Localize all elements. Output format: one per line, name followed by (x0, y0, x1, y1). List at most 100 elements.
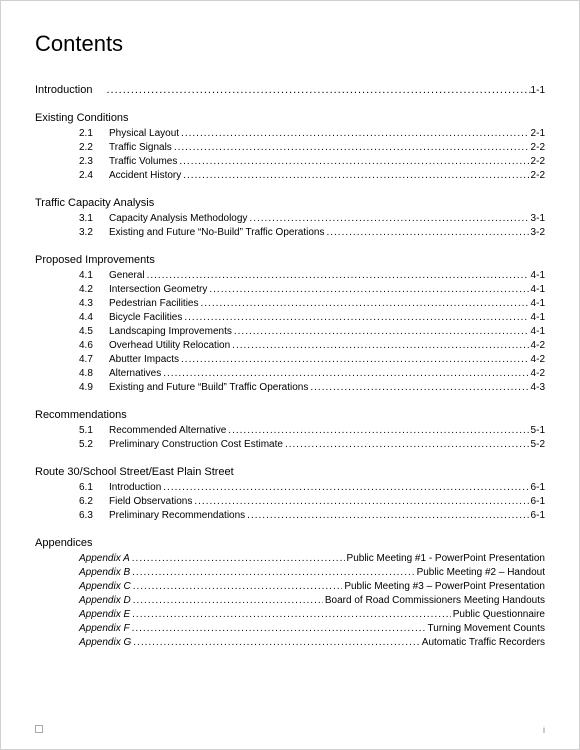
toc-page: 2-2 (531, 141, 545, 155)
toc-dots (183, 169, 528, 183)
toc-dots (133, 580, 343, 594)
toc-row: 2.3Traffic Volumes2-2 (35, 155, 545, 169)
appendix-desc: Public Meeting #1 - PowerPoint Presentat… (347, 552, 545, 566)
toc-number: 3.1 (79, 212, 109, 226)
toc-number: 4.5 (79, 325, 109, 339)
toc-number: 4.6 (79, 339, 109, 353)
appendix-row: Appendix F Turning Movement Counts (79, 622, 545, 636)
toc-row: 2.2Traffic Signals 2-2 (35, 141, 545, 155)
toc-row: 4.6Overhead Utility Relocation4-2 (35, 339, 545, 353)
toc-page: 6-1 (531, 495, 545, 509)
section-heading: Proposed Improvements (35, 254, 545, 266)
toc-page: 3-1 (531, 212, 545, 226)
toc-label: Existing and Future “No-Build” Traffic O… (109, 226, 324, 240)
page-footer: i (35, 725, 545, 735)
toc-label: Landscaping Improvements (109, 325, 232, 339)
footer-box-icon (35, 725, 43, 733)
toc-page: 6-1 (531, 509, 545, 523)
section-heading-appendices: Appendices (35, 537, 545, 549)
page-title: Contents (35, 31, 545, 57)
toc-dots (147, 269, 529, 283)
toc-page: 4-2 (531, 339, 545, 353)
toc-page: 4-1 (531, 269, 545, 283)
appendix-desc: Public Meeting #3 – PowerPoint Presentat… (344, 580, 545, 594)
toc-number: 4.7 (79, 353, 109, 367)
toc-dots (249, 212, 528, 226)
appendix-desc: Public Meeting #2 – Handout (417, 566, 545, 580)
appendix-desc: Turning Movement Counts (428, 622, 545, 636)
toc-page: 4-1 (531, 283, 545, 297)
toc-row: 6.3Preliminary Recommendations6-1 (35, 509, 545, 523)
toc-label: Intersection Geometry (109, 283, 207, 297)
toc-dots (200, 297, 528, 311)
footer-page-number: i (543, 725, 545, 735)
toc-dots (285, 438, 529, 452)
toc-number: 4.3 (79, 297, 109, 311)
toc-number: 3.2 (79, 226, 109, 240)
toc-row: 6.1Introduction6-1 (35, 481, 545, 495)
toc-dots (310, 381, 528, 395)
section-heading: Existing Conditions (35, 112, 545, 124)
appendix-label: Appendix A (79, 552, 130, 566)
toc-label: Preliminary Construction Cost Estimate (109, 438, 283, 452)
toc-intro-label: Introduction (35, 83, 92, 97)
toc-dots (194, 495, 528, 509)
toc-page: 2-1 (531, 127, 545, 141)
toc-number: 4.2 (79, 283, 109, 297)
toc-dots (184, 311, 528, 325)
toc-number: 4.4 (79, 311, 109, 325)
toc-label: Traffic Signals (109, 141, 172, 155)
toc-dots (163, 367, 528, 381)
section-heading: Route 30/School Street/East Plain Street (35, 466, 545, 478)
section-heading: Recommendations (35, 409, 545, 421)
toc-dots (132, 552, 345, 566)
toc-number: 5.2 (79, 438, 109, 452)
appendix-row: Appendix E Public Questionnaire (79, 608, 545, 622)
toc-label: Capacity Analysis Methodology (109, 212, 247, 226)
toc-number: 2.2 (79, 141, 109, 155)
toc-dots (228, 424, 528, 438)
appendix-label: Appendix G (79, 636, 131, 650)
appendix-label: Appendix C (79, 580, 131, 594)
appendix-desc: Automatic Traffic Recorders (422, 636, 545, 650)
toc-dots (234, 325, 529, 339)
toc-number: 2.4 (79, 169, 109, 183)
toc-row: 6.2Field Observations6-1 (35, 495, 545, 509)
toc-dots (133, 636, 420, 650)
toc-row: 4.3Pedestrian Facilities4-1 (35, 297, 545, 311)
appendix-row: Appendix D Board of Road Commissioners M… (79, 594, 545, 608)
toc-number: 2.1 (79, 127, 109, 141)
toc-dots (163, 481, 528, 495)
toc-row: 4.1General4-1 (35, 269, 545, 283)
toc-intro-page: 1-1 (531, 84, 545, 98)
appendix-label: Appendix F (79, 622, 130, 636)
toc-dots (181, 353, 529, 367)
toc-page: 4-1 (531, 325, 545, 339)
section-heading: Traffic Capacity Analysis (35, 197, 545, 209)
toc-label: Bicycle Facilities (109, 311, 182, 325)
toc-label: Existing and Future “Build” Traffic Oper… (109, 381, 308, 395)
toc-page: 2-2 (531, 155, 545, 169)
toc-dots (106, 83, 530, 97)
toc-row: 5.1Recommended Alternative5-1 (35, 424, 545, 438)
toc-page: 6-1 (531, 481, 545, 495)
toc-number: 6.2 (79, 495, 109, 509)
appendix-row: Appendix G Automatic Traffic Recorders (79, 636, 545, 650)
toc-number: 6.3 (79, 509, 109, 523)
toc-dots (133, 594, 323, 608)
appendix-row: Appendix B Public Meeting #2 – Handout (79, 566, 545, 580)
toc-number: 4.8 (79, 367, 109, 381)
appendix-label: Appendix B (79, 566, 130, 580)
toc-page: 5-2 (531, 438, 545, 452)
toc-page: 4-1 (531, 297, 545, 311)
toc-page: 4-2 (531, 367, 545, 381)
toc-page: 2-2 (531, 169, 545, 183)
appendix-label: Appendix D (79, 594, 131, 608)
toc-label: Recommended Alternative (109, 424, 226, 438)
appendix-row: Appendix A Public Meeting #1 - PowerPoin… (79, 552, 545, 566)
toc-row: 5.2Preliminary Construction Cost Estimat… (35, 438, 545, 452)
toc-page: 4-2 (531, 353, 545, 367)
toc-row: 3.2Existing and Future “No-Build” Traffi… (35, 226, 545, 240)
toc-label: Traffic Volumes (109, 155, 177, 169)
toc-row: 4.9Existing and Future “Build” Traffic O… (35, 381, 545, 395)
